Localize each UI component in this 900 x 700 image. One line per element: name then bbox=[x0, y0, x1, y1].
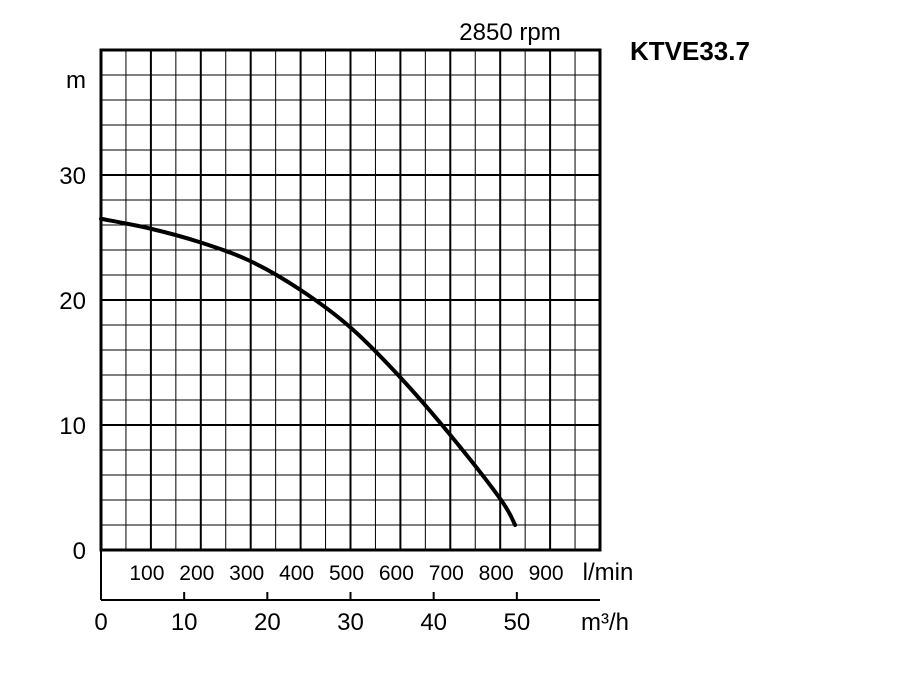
speed-label: 2850 rpm bbox=[459, 19, 560, 46]
curve-point bbox=[350, 327, 351, 328]
curve-point bbox=[514, 524, 516, 526]
y-tick-label: 10 bbox=[59, 413, 86, 440]
lmin-tick-label: 100 bbox=[129, 562, 164, 585]
model-title: KTVE33.7 bbox=[630, 36, 750, 66]
lmin-tick-label: 900 bbox=[529, 562, 564, 585]
lmin-tick-label: 800 bbox=[479, 562, 514, 585]
lmin-tick-label: 300 bbox=[229, 562, 264, 585]
curve-point bbox=[150, 228, 152, 230]
m3h-axis-unit: m³/h bbox=[581, 609, 629, 636]
m3h-tick-label: 10 bbox=[171, 609, 198, 636]
lmin-tick-label: 700 bbox=[429, 562, 464, 585]
curve-point bbox=[399, 377, 401, 378]
curve-point bbox=[100, 218, 102, 220]
y-axis-unit: m bbox=[66, 67, 86, 94]
y-tick-label: 30 bbox=[59, 163, 86, 190]
lmin-tick-label: 600 bbox=[379, 562, 414, 585]
curve-point bbox=[499, 498, 501, 500]
lmin-tick-label: 200 bbox=[179, 562, 214, 585]
m3h-tick-label: 30 bbox=[337, 609, 364, 636]
m3h-tick-label: 0 bbox=[94, 609, 107, 636]
y-tick-label: 0 bbox=[73, 538, 86, 565]
curve-point bbox=[200, 242, 202, 243]
head-flow-curve bbox=[99, 216, 518, 527]
curve-point bbox=[250, 260, 252, 262]
y-tick-label: 20 bbox=[59, 288, 86, 315]
curve-point bbox=[449, 434, 451, 436]
lmin-tick-label: 400 bbox=[279, 562, 314, 585]
lmin-tick-label: 500 bbox=[329, 562, 364, 585]
m3h-tick-label: 20 bbox=[254, 609, 281, 636]
m3h-tick-label: 40 bbox=[420, 609, 447, 636]
m3h-tick-label: 50 bbox=[503, 609, 530, 636]
plot-frame bbox=[99, 48, 602, 552]
curve-point bbox=[300, 289, 302, 291]
lmin-axis-unit: l/min bbox=[583, 559, 634, 586]
